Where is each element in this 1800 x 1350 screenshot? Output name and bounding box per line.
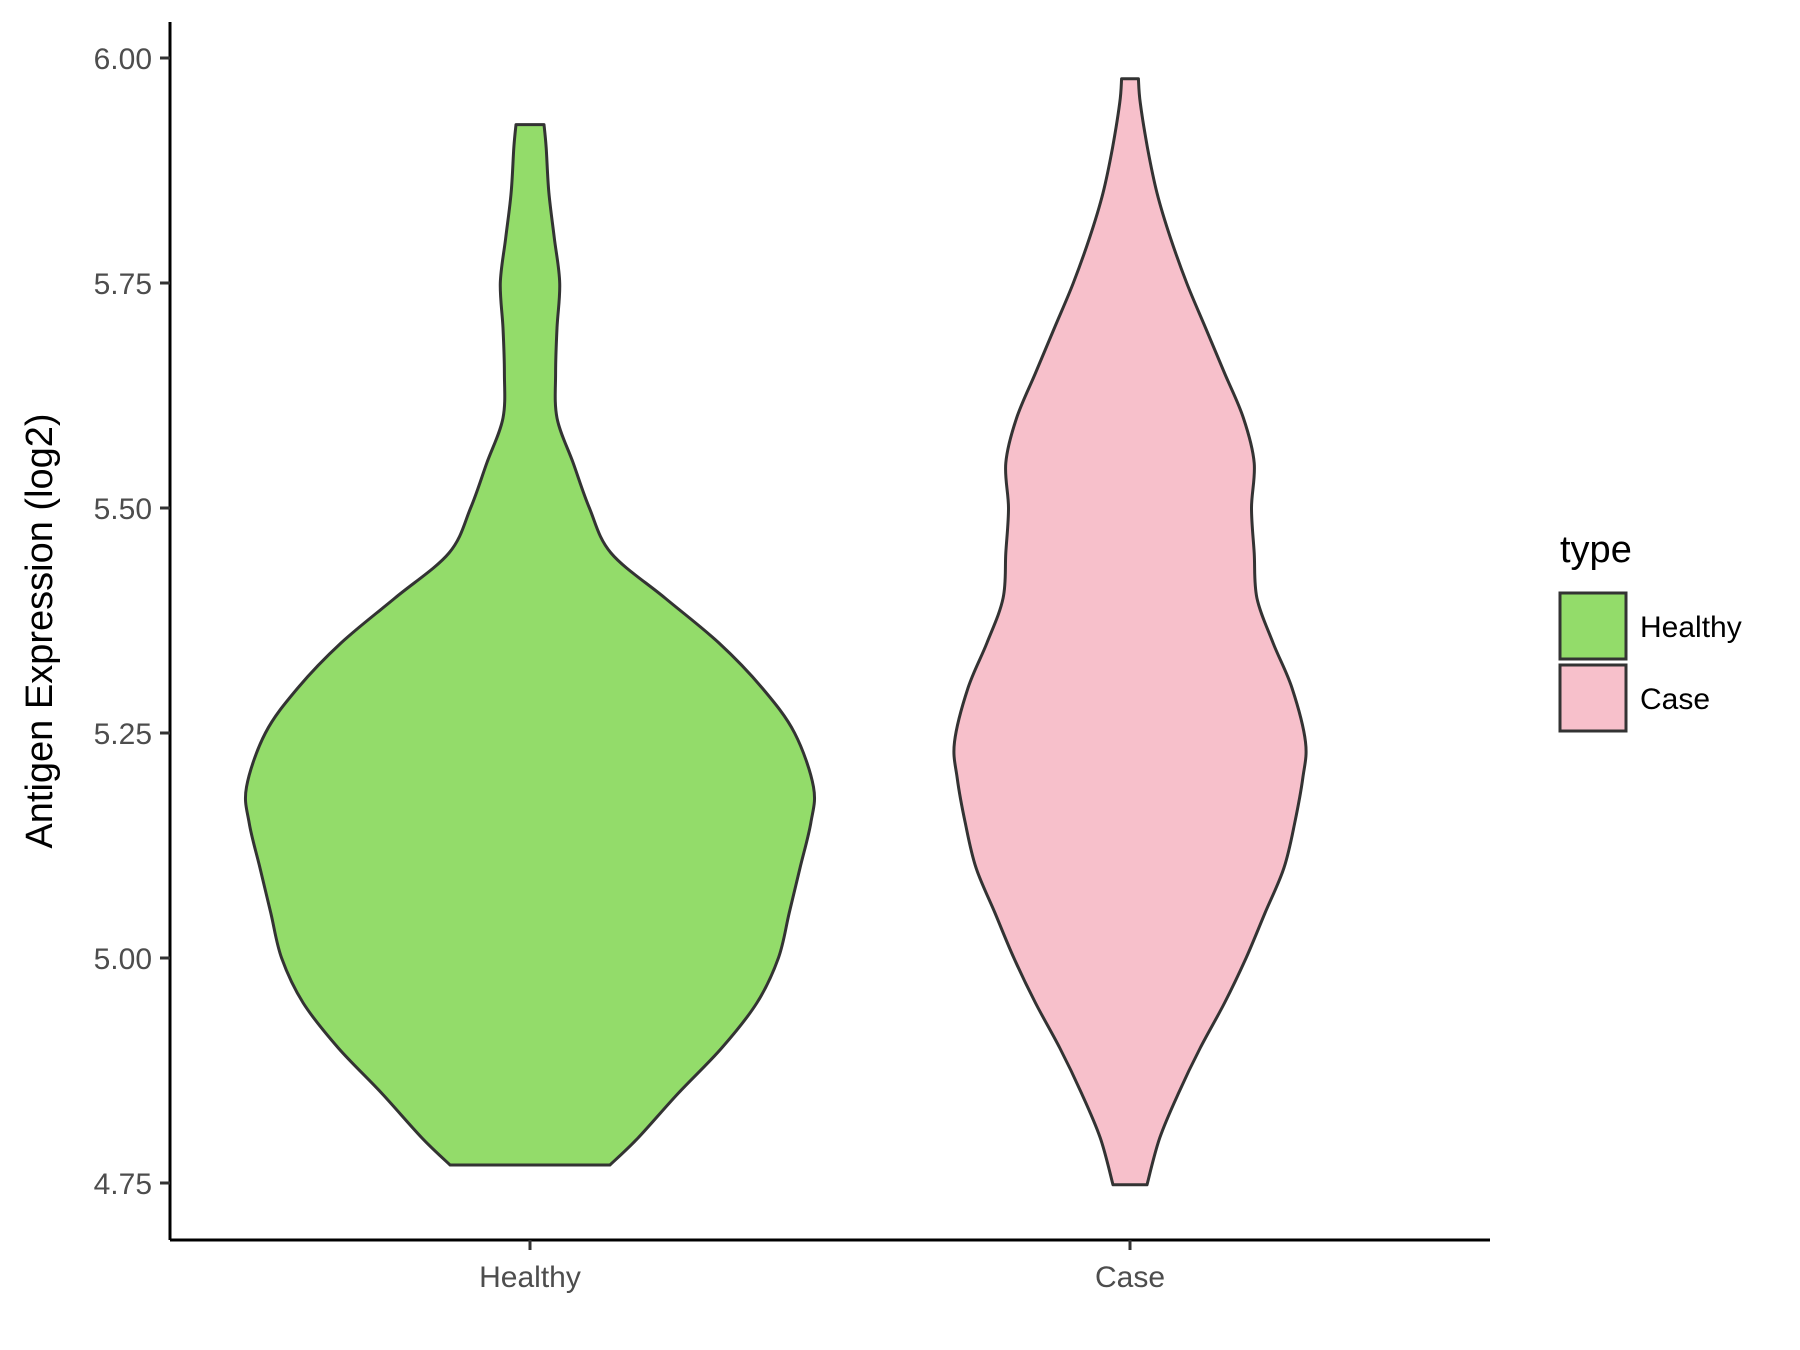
y-axis-title: Antigen Expression (log2) [19, 413, 61, 848]
y-tick-label: 5.25 [94, 718, 152, 751]
violin-case [952, 77, 1308, 1187]
violin-healthy [243, 123, 817, 1167]
y-tick-label: 5.00 [94, 943, 152, 976]
legend-label-healthy: Healthy [1640, 611, 1742, 644]
y-tick-label: 6.00 [94, 43, 152, 76]
x-tick-label: Case [1095, 1261, 1165, 1294]
y-axis-ticks: 4.75 5.00 5.25 5.50 5.75 6.00 [94, 43, 170, 1201]
legend-key-healthy [1558, 591, 1628, 661]
x-axis-ticks: Healthy Case [479, 1240, 1165, 1294]
legend-key-case [1558, 663, 1628, 733]
y-tick-label: 5.75 [94, 268, 152, 301]
legend-entries: Healthy Case [1558, 591, 1742, 733]
violin-layer [243, 77, 1308, 1187]
y-tick-label: 5.50 [94, 493, 152, 526]
legend-label-case: Case [1640, 683, 1710, 716]
x-tick-label: Healthy [479, 1261, 581, 1294]
legend: type Healthy Case [1558, 529, 1742, 733]
y-tick-label: 4.75 [94, 1168, 152, 1201]
legend-title: type [1560, 529, 1632, 571]
